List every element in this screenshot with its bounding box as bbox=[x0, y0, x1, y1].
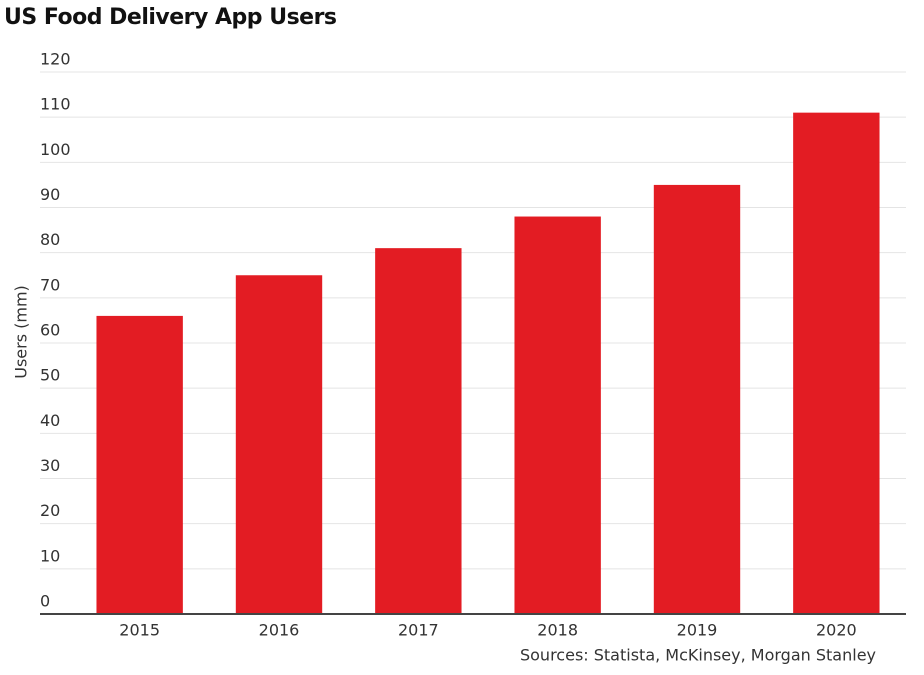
y-tick-label: 110 bbox=[40, 95, 71, 114]
y-tick-label: 10 bbox=[40, 546, 60, 565]
y-tick-label: 90 bbox=[40, 185, 60, 204]
bar bbox=[653, 184, 741, 614]
x-tick-label: 2018 bbox=[537, 621, 578, 640]
chart-title: US Food Delivery App Users bbox=[4, 5, 337, 30]
bar bbox=[235, 275, 323, 614]
x-tick-label: 2016 bbox=[259, 621, 300, 640]
x-tick-label: 2015 bbox=[119, 621, 160, 640]
y-tick-label: 80 bbox=[40, 230, 60, 249]
bar bbox=[375, 248, 462, 614]
bar bbox=[793, 112, 880, 615]
y-tick-label: 60 bbox=[40, 321, 60, 340]
x-tick-label: 2020 bbox=[816, 621, 857, 640]
y-tick-label: 0 bbox=[40, 592, 50, 611]
bar bbox=[514, 216, 601, 615]
y-tick-label: 70 bbox=[40, 275, 60, 294]
y-tick-label: 30 bbox=[40, 456, 60, 475]
y-tick-label: 50 bbox=[40, 366, 60, 385]
source-note: Sources: Statista, McKinsey, Morgan Stan… bbox=[520, 646, 876, 665]
y-tick-label: 40 bbox=[40, 411, 60, 430]
x-tick-label: 2017 bbox=[398, 621, 439, 640]
y-tick-label: 20 bbox=[40, 501, 60, 520]
y-axis-label: Users (mm) bbox=[12, 285, 31, 379]
y-tick-label: 100 bbox=[40, 140, 71, 159]
bar bbox=[96, 315, 183, 614]
y-tick-label: 120 bbox=[40, 50, 71, 69]
x-tick-label: 2019 bbox=[677, 621, 718, 640]
